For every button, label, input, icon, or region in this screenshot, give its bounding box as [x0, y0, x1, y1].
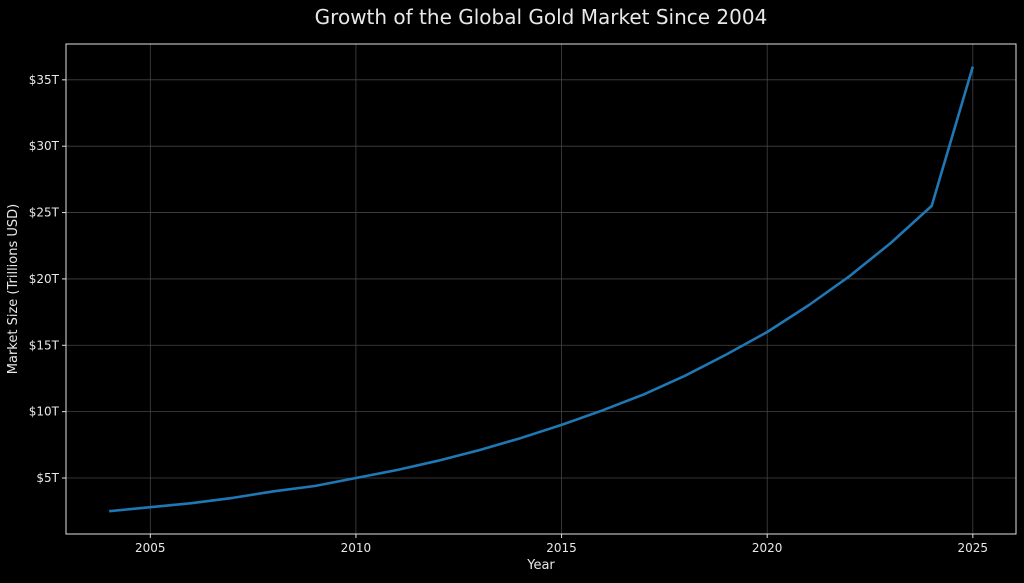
- plot-frame: [66, 44, 1016, 534]
- grid: [66, 44, 1016, 534]
- x-tick-label: 2015: [546, 541, 577, 555]
- y-tick-label: $25T: [29, 206, 60, 220]
- y-axis: $5T $10T $15T $20T $25T $30T $35T: [29, 73, 66, 485]
- series-group: [109, 66, 973, 511]
- y-tick-label: $15T: [29, 338, 60, 352]
- y-axis-label: Market Size (Trillions USD): [6, 204, 21, 374]
- series-line: [109, 67, 973, 512]
- y-tick-label: $5T: [36, 471, 59, 485]
- x-tick-label: 2010: [341, 541, 372, 555]
- chart-title: Growth of the Global Gold Market Since 2…: [315, 5, 768, 29]
- y-tick-label: $10T: [29, 405, 60, 419]
- y-tick-label: $30T: [29, 139, 60, 153]
- x-tick-label: 2025: [958, 541, 989, 555]
- x-tick-label: 2020: [752, 541, 783, 555]
- x-axis-label: Year: [526, 558, 555, 573]
- y-tick-label: $35T: [29, 73, 60, 87]
- x-axis: 2005 2010 2015 2020 2025: [135, 534, 988, 555]
- x-tick-label: 2005: [135, 541, 166, 555]
- y-tick-label: $20T: [29, 272, 60, 286]
